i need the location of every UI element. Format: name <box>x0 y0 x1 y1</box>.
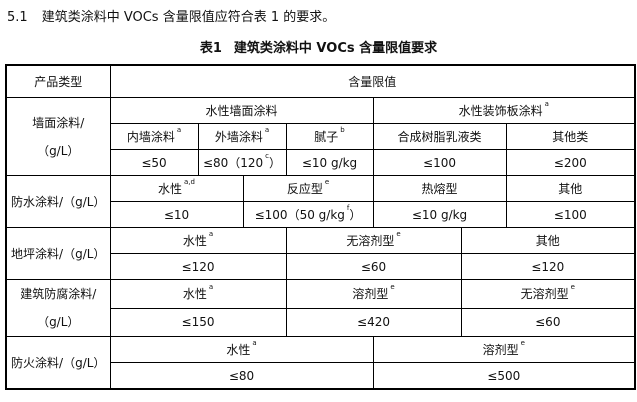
limit-value: ≤500 <box>372 362 636 390</box>
limit-value: ≤150 <box>109 307 287 337</box>
limit-value: ≤100 <box>372 149 507 176</box>
type-label: 其他类 <box>505 123 636 150</box>
type-label: 内墙涂料 a <box>109 123 199 150</box>
type-label: 水性 a <box>109 227 287 254</box>
type-label: 溶剂型 e <box>372 336 636 363</box>
table-row: 地坪涂料/（g/L） 水性 a 无溶剂型 e 其他 <box>5 227 636 280</box>
type-label: 水性 a <box>109 279 287 309</box>
limit-value: ≤120 <box>109 253 287 280</box>
table-number: 表1 <box>199 41 222 56</box>
limit-value: ≤60 <box>460 307 636 337</box>
type-label: 其他 <box>505 175 636 202</box>
limit-value: ≤100（50 g/kg f） <box>242 201 374 228</box>
limit-value: ≤80（120 c） <box>197 149 287 176</box>
category-wall: 墙面涂料/（g/L） <box>5 97 111 176</box>
type-label: 水性 a <box>109 336 374 363</box>
type-label: 热熔型 <box>372 175 507 202</box>
type-label: 溶剂型 e <box>285 279 462 309</box>
table-title: 建筑类涂料中 VOCs 含量限值要求 <box>233 41 438 56</box>
table-row: 防火涂料/（g/L） 水性 a 溶剂型 e <box>5 336 636 390</box>
category-floor: 地坪涂料/（g/L） <box>5 227 111 280</box>
limit-value: ≤60 <box>285 253 462 280</box>
type-label: 无溶剂型 e <box>285 227 462 254</box>
table-row: ≤120 ≤60 ≤120 <box>6 253 636 280</box>
group-water-wall: 水性墙面涂料 <box>109 97 374 124</box>
type-label: 腻子 b <box>285 123 374 150</box>
category-waterproof: 防水涂料/（g/L） <box>5 175 111 228</box>
table-row: 墙面涂料/（g/L） 水性墙面涂料 水性装饰板涂料 a <box>5 97 636 176</box>
type-label: 其他 <box>460 227 636 254</box>
limit-value: ≤100 <box>505 201 636 228</box>
category-fireproof: 防火涂料/（g/L） <box>5 336 111 390</box>
voc-limits-table: 产品类型 含量限值 墙面涂料/（g/L） 水性墙面涂料 水性装饰板涂料 a 内墙涂… <box>5 64 637 390</box>
clause-text: 5.1 建筑类涂料中 VOCs 含量限值应符合表 1 的要求。 <box>7 6 335 25</box>
header-limit: 含量限值 <box>109 64 636 98</box>
type-label: 水性 a,d <box>109 175 244 202</box>
type-label: 外墙涂料 a <box>197 123 287 150</box>
limit-value: ≤120 <box>460 253 636 280</box>
category-anticorrosion: 建筑防腐涂料/（g/L） <box>5 279 111 337</box>
header-product-type: 产品类型 <box>5 64 111 98</box>
limit-value: ≤50 <box>109 149 199 176</box>
limit-value: ≤200 <box>505 149 636 176</box>
limit-value: ≤10 g/kg <box>372 201 507 228</box>
limit-value: ≤10 g/kg <box>285 149 374 176</box>
header-row: 产品类型 含量限值 <box>5 64 636 98</box>
limit-value: ≤420 <box>285 307 462 337</box>
table-caption: 表1 建筑类涂料中 VOCs 含量限值要求 <box>0 37 637 56</box>
table-row: ≤10 ≤100（50 g/kg f） ≤10 g/kg ≤100 <box>6 201 636 228</box>
clause-body: 建筑类涂料中 VOCs 含量限值应符合表 1 的要求。 <box>41 10 336 25</box>
group-water-panel: 水性装饰板涂料 a <box>372 97 636 124</box>
table-row: ≤80 ≤500 <box>6 362 636 390</box>
type-label: 无溶剂型 e <box>460 279 636 309</box>
table-row: 建筑防腐涂料/（g/L） 水性 a 溶剂型 e 无溶剂型 e <box>5 279 636 337</box>
table-row: ≤150 ≤420 ≤60 <box>6 307 636 337</box>
limit-value: ≤80 <box>109 362 374 390</box>
type-label: 合成树脂乳液类 <box>372 123 507 150</box>
type-label: 反应型 e <box>242 175 374 202</box>
clause-number: 5.1 <box>7 10 28 25</box>
table-row: 防水涂料/（g/L） 水性 a,d 反应型 e 热熔型 其他 <box>5 175 636 228</box>
limit-value: ≤10 <box>109 201 244 228</box>
